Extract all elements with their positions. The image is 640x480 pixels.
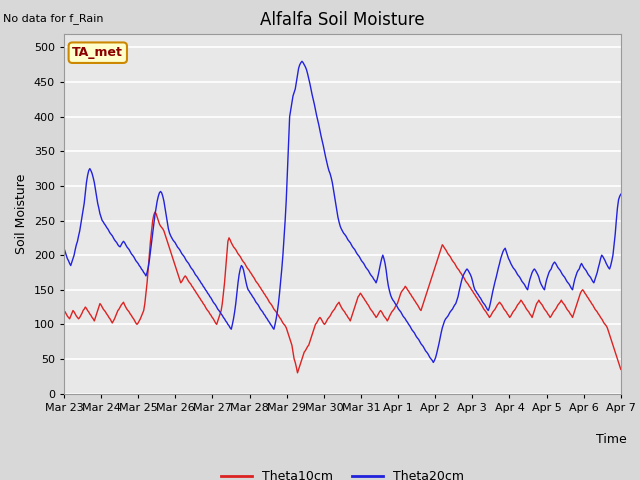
- Theta20cm: [298, 59, 306, 64]
- Theta20cm: [406, 323, 413, 329]
- Theta20cm: [614, 205, 621, 211]
- Theta10cm: [617, 367, 625, 372]
- Theta10cm: [541, 308, 549, 313]
- Y-axis label: Soil Moisture: Soil Moisture: [15, 173, 28, 254]
- Theta10cm: [407, 292, 415, 298]
- Theta10cm: [213, 322, 221, 327]
- Theta10cm: [60, 308, 68, 313]
- X-axis label: Time: Time: [596, 433, 627, 446]
- Theta10cm: [294, 370, 301, 376]
- Theta10cm: [614, 356, 621, 362]
- Line: Theta20cm: Theta20cm: [64, 61, 621, 362]
- Theta10cm: [152, 211, 160, 216]
- Theta20cm: [212, 302, 220, 308]
- Theta20cm: [481, 302, 489, 308]
- Theta10cm: [481, 308, 489, 313]
- Theta20cm: [541, 281, 549, 287]
- Theta10cm: [151, 209, 159, 215]
- Text: TA_met: TA_met: [72, 46, 124, 59]
- Text: No data for f_Rain: No data for f_Rain: [3, 13, 104, 24]
- Line: Theta10cm: Theta10cm: [64, 212, 621, 373]
- Theta20cm: [429, 360, 437, 365]
- Theta20cm: [151, 212, 159, 218]
- Legend: Theta10cm, Theta20cm: Theta10cm, Theta20cm: [216, 465, 469, 480]
- Theta20cm: [60, 245, 68, 251]
- Theta20cm: [617, 192, 625, 197]
- Title: Alfalfa Soil Moisture: Alfalfa Soil Moisture: [260, 11, 425, 29]
